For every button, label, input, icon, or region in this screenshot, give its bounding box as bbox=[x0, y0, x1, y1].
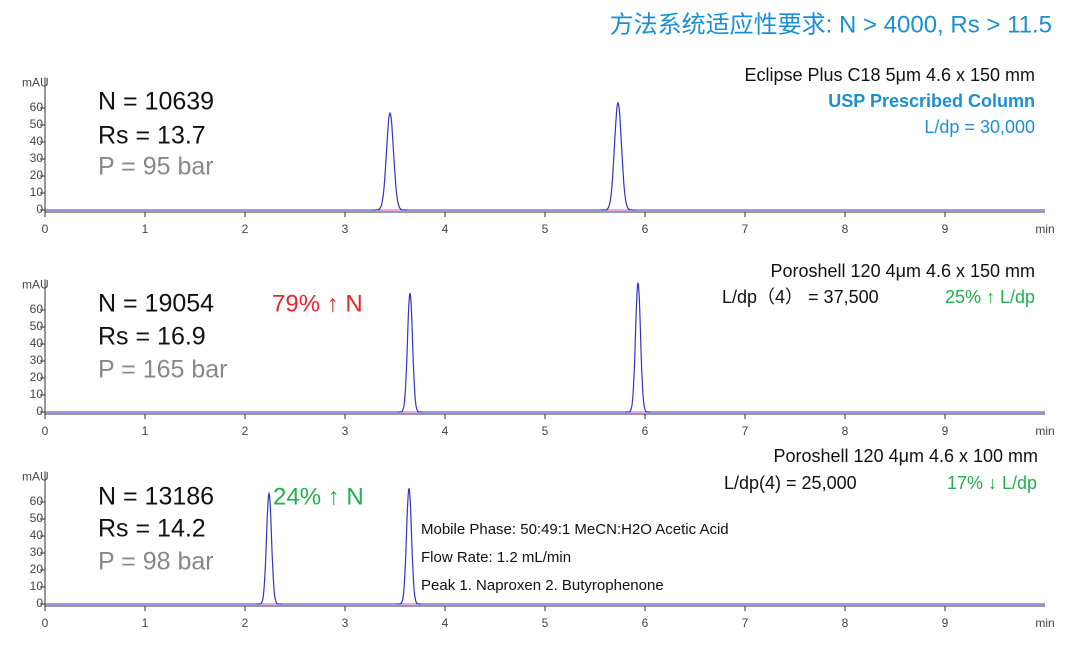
peak bbox=[397, 292, 423, 413]
y-axis-label: mAU bbox=[22, 278, 49, 292]
y-tick-label: 50 bbox=[30, 511, 44, 525]
stat: Rs = 16.9 bbox=[98, 323, 206, 351]
x-tick-label: 9 bbox=[942, 616, 949, 630]
column-info: L/dp = 30,000 bbox=[924, 117, 1035, 137]
peak bbox=[625, 282, 651, 413]
x-tick-label: 6 bbox=[642, 222, 649, 236]
x-tick-label: 6 bbox=[642, 424, 649, 438]
x-tick-label: 0 bbox=[42, 222, 49, 236]
y-axis-label: mAU bbox=[22, 76, 49, 90]
column-info: Poroshell 120 4μm 4.6 x 150 mm bbox=[771, 261, 1036, 281]
column-info: Eclipse Plus C18 5μm 4.6 x 150 mm bbox=[745, 65, 1036, 85]
peak bbox=[600, 101, 636, 211]
peak bbox=[372, 111, 408, 211]
x-tick-label: 5 bbox=[542, 424, 549, 438]
stat: Rs = 14.2 bbox=[98, 515, 206, 543]
peak bbox=[396, 488, 422, 605]
column-info: L/dp(4) = 25,000 bbox=[724, 473, 857, 493]
x-tick-label: 8 bbox=[842, 616, 849, 630]
y-tick-label: 10 bbox=[30, 579, 44, 593]
x-axis-label: min bbox=[1035, 222, 1054, 236]
x-tick-label: 4 bbox=[442, 222, 449, 236]
x-axis-label: min bbox=[1035, 616, 1054, 630]
x-tick-label: 7 bbox=[742, 616, 749, 630]
x-tick-label: 9 bbox=[942, 424, 949, 438]
y-axis-label: mAU bbox=[22, 470, 49, 484]
stat: N = 13186 bbox=[98, 483, 214, 511]
y-tick-label: 0 bbox=[36, 596, 43, 610]
x-tick-label: 3 bbox=[342, 424, 349, 438]
improvement: 79% ↑ N bbox=[272, 290, 363, 317]
column-info: USP Prescribed Column bbox=[828, 91, 1035, 111]
y-tick-label: 40 bbox=[30, 336, 44, 350]
x-tick-label: 7 bbox=[742, 222, 749, 236]
y-tick-label: 20 bbox=[30, 370, 44, 384]
y-tick-label: 60 bbox=[30, 302, 44, 316]
improvement: 24% ↑ N bbox=[273, 483, 364, 510]
x-tick-label: 8 bbox=[842, 424, 849, 438]
y-tick-label: 20 bbox=[30, 562, 44, 576]
y-tick-label: 0 bbox=[36, 202, 43, 216]
column-info: L/dp（4） = 37,500 bbox=[722, 287, 879, 307]
stat: P = 165 bar bbox=[98, 356, 228, 384]
x-tick-label: 6 bbox=[642, 616, 649, 630]
y-tick-label: 60 bbox=[30, 494, 44, 508]
y-tick-label: 40 bbox=[30, 134, 44, 148]
y-tick-label: 10 bbox=[30, 185, 44, 199]
x-axis-label: min bbox=[1035, 424, 1054, 438]
stat: P = 95 bar bbox=[98, 153, 214, 181]
note: Peak 1. Naproxen 2. Butyrophenone bbox=[421, 577, 664, 594]
y-tick-label: 50 bbox=[30, 117, 44, 131]
y-tick-label: 10 bbox=[30, 387, 44, 401]
y-tick-label: 20 bbox=[30, 168, 44, 182]
y-tick-label: 40 bbox=[30, 528, 44, 542]
x-tick-label: 5 bbox=[542, 222, 549, 236]
x-tick-label: 3 bbox=[342, 222, 349, 236]
x-tick-label: 1 bbox=[142, 222, 149, 236]
x-tick-label: 1 bbox=[142, 424, 149, 438]
column-info: Poroshell 120 4μm 4.6 x 100 mm bbox=[774, 446, 1039, 466]
x-tick-label: 2 bbox=[242, 616, 249, 630]
column-info: 17% ↓ L/dp bbox=[947, 473, 1037, 493]
stat: P = 98 bar bbox=[98, 548, 214, 576]
y-tick-label: 30 bbox=[30, 545, 44, 559]
x-tick-label: 0 bbox=[42, 424, 49, 438]
peak bbox=[256, 491, 282, 605]
note: Flow Rate: 1.2 mL/min bbox=[421, 549, 571, 566]
title: 方法系统适应性要求: N > 4000, Rs > 11.5 bbox=[610, 11, 1052, 38]
column-info: 25% ↑ L/dp bbox=[945, 287, 1035, 307]
x-tick-label: 1 bbox=[142, 616, 149, 630]
x-tick-label: 4 bbox=[442, 424, 449, 438]
y-tick-label: 30 bbox=[30, 353, 44, 367]
stat: Rs = 13.7 bbox=[98, 122, 206, 150]
y-tick-label: 30 bbox=[30, 151, 44, 165]
x-tick-label: 2 bbox=[242, 222, 249, 236]
x-tick-label: 2 bbox=[242, 424, 249, 438]
x-tick-label: 5 bbox=[542, 616, 549, 630]
x-tick-label: 9 bbox=[942, 222, 949, 236]
stat: N = 19054 bbox=[98, 290, 214, 318]
x-tick-label: 0 bbox=[42, 616, 49, 630]
x-tick-label: 8 bbox=[842, 222, 849, 236]
y-tick-label: 0 bbox=[36, 404, 43, 418]
y-tick-label: 60 bbox=[30, 100, 44, 114]
y-tick-label: 50 bbox=[30, 319, 44, 333]
stat: N = 10639 bbox=[98, 88, 214, 116]
x-tick-label: 3 bbox=[342, 616, 349, 630]
x-tick-label: 7 bbox=[742, 424, 749, 438]
note: Mobile Phase: 50:49:1 MeCN:H2O Acetic Ac… bbox=[421, 521, 729, 538]
x-tick-label: 4 bbox=[442, 616, 449, 630]
